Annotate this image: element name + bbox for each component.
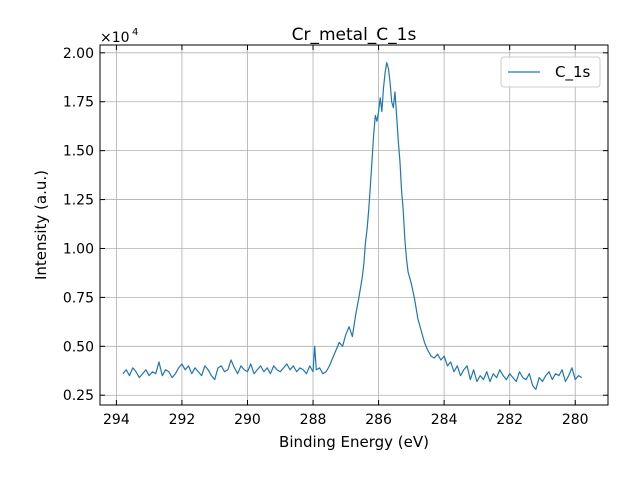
x-tick-label: 288 [300, 412, 327, 428]
x-tick-label: 280 [562, 412, 589, 428]
plot-frame [99, 44, 609, 406]
series-layer [122, 62, 583, 390]
series-line-C_1s [122, 62, 583, 390]
x-tick-label: 292 [169, 412, 196, 428]
y-scale-base: ×10 [100, 30, 130, 46]
axis-ticks: 294 292 290 288 286 284 282 280 0.25 0.50 0.75 1.00… [63, 45, 608, 428]
chart-title: Cr_metal_C_1s [292, 25, 417, 45]
x-tick-label: 294 [103, 412, 130, 428]
y-axis-label: Intensity (a.u.) [32, 170, 50, 280]
y-scale-exponent: 4 [132, 27, 138, 38]
grid-lines [100, 45, 608, 405]
legend: C_1s [500, 56, 601, 88]
y-tick-label: 1.25 [63, 193, 94, 209]
y-tick-label: 1.75 [63, 95, 94, 111]
legend-box [500, 56, 601, 88]
x-axis-label: Binding Energy (eV) [279, 433, 429, 451]
y-tick-label: 2.00 [63, 46, 94, 62]
y-tick-label: 1.00 [63, 241, 94, 257]
y-tick-label: 0.25 [63, 388, 94, 404]
y-tick-label: 0.50 [63, 339, 94, 355]
y-scale-multiplier: ×10 4 [100, 27, 138, 46]
y-tick-label: 0.75 [63, 290, 94, 306]
x-tick-label: 286 [365, 412, 392, 428]
legend-entry-label: C_1s [555, 63, 591, 82]
x-tick-label: 282 [496, 412, 523, 428]
x-tick-label: 284 [431, 412, 458, 428]
x-tick-label: 290 [234, 412, 261, 428]
y-tick-label: 1.50 [63, 144, 94, 160]
